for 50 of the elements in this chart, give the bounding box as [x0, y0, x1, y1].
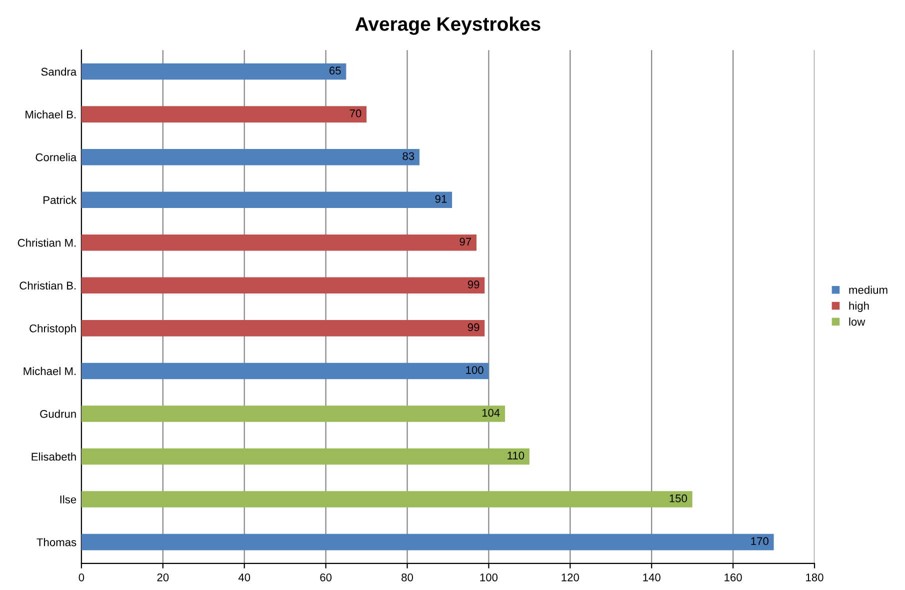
data-label: 104 — [482, 408, 500, 417]
data-label: 110 — [508, 452, 524, 460]
bar — [81, 234, 476, 251]
y-tick-label: Patrick — [44, 196, 77, 204]
data-label: 170 — [751, 537, 768, 546]
bar — [81, 362, 489, 380]
y-tick-label: Elisabeth — [32, 452, 76, 461]
data-label: 150 — [670, 494, 688, 502]
data-label: 65 — [329, 66, 341, 75]
data-label: 97 — [460, 238, 472, 246]
y-tick-label: Christian B. — [20, 281, 76, 290]
y-tick-label: Ilse — [60, 495, 76, 504]
legend-label: medium — [849, 286, 888, 294]
x-tick-label: 160 — [724, 573, 742, 582]
x-tick-label: 0 — [78, 573, 84, 582]
x-tick-label: 100 — [480, 573, 498, 582]
data-label: 99 — [468, 280, 480, 288]
bar — [81, 277, 485, 294]
bar — [81, 320, 485, 336]
bar — [81, 448, 530, 465]
data-label: 100 — [466, 366, 484, 374]
y-tick-label: Michael B. — [26, 110, 76, 118]
data-label: 70 — [350, 109, 362, 118]
x-tick-label: 120 — [562, 573, 579, 582]
data-label: 99 — [468, 323, 480, 332]
bar — [81, 148, 420, 166]
bar — [81, 106, 367, 122]
x-tick-label: 140 — [643, 573, 660, 582]
y-tick-label: Sandra — [41, 68, 77, 76]
x-tick-label: 80 — [402, 573, 413, 582]
bar — [81, 406, 505, 422]
y-tick-label: Cornelia — [36, 153, 77, 162]
y-tick-label: Christoph — [30, 324, 76, 335]
bar — [81, 63, 346, 80]
chart-title: Average Keystrokes — [355, 16, 540, 35]
legend-label: low — [849, 318, 866, 326]
x-tick-label: 20 — [157, 573, 169, 582]
y-tick-label: Christian M. — [18, 238, 76, 247]
y-tick-label: Michael M. — [24, 366, 76, 376]
data-label: 83 — [402, 152, 414, 160]
x-tick-label: 180 — [806, 573, 824, 582]
y-tick-label: Thomas — [36, 538, 76, 546]
data-label: 91 — [435, 194, 447, 203]
y-tick-label: Gudrun — [40, 410, 76, 418]
bar — [81, 192, 452, 208]
bar — [81, 534, 774, 550]
x-tick-label: 40 — [238, 573, 250, 582]
x-tick-label: 60 — [320, 573, 332, 582]
bar — [81, 491, 692, 508]
legend-label: high — [849, 302, 869, 312]
